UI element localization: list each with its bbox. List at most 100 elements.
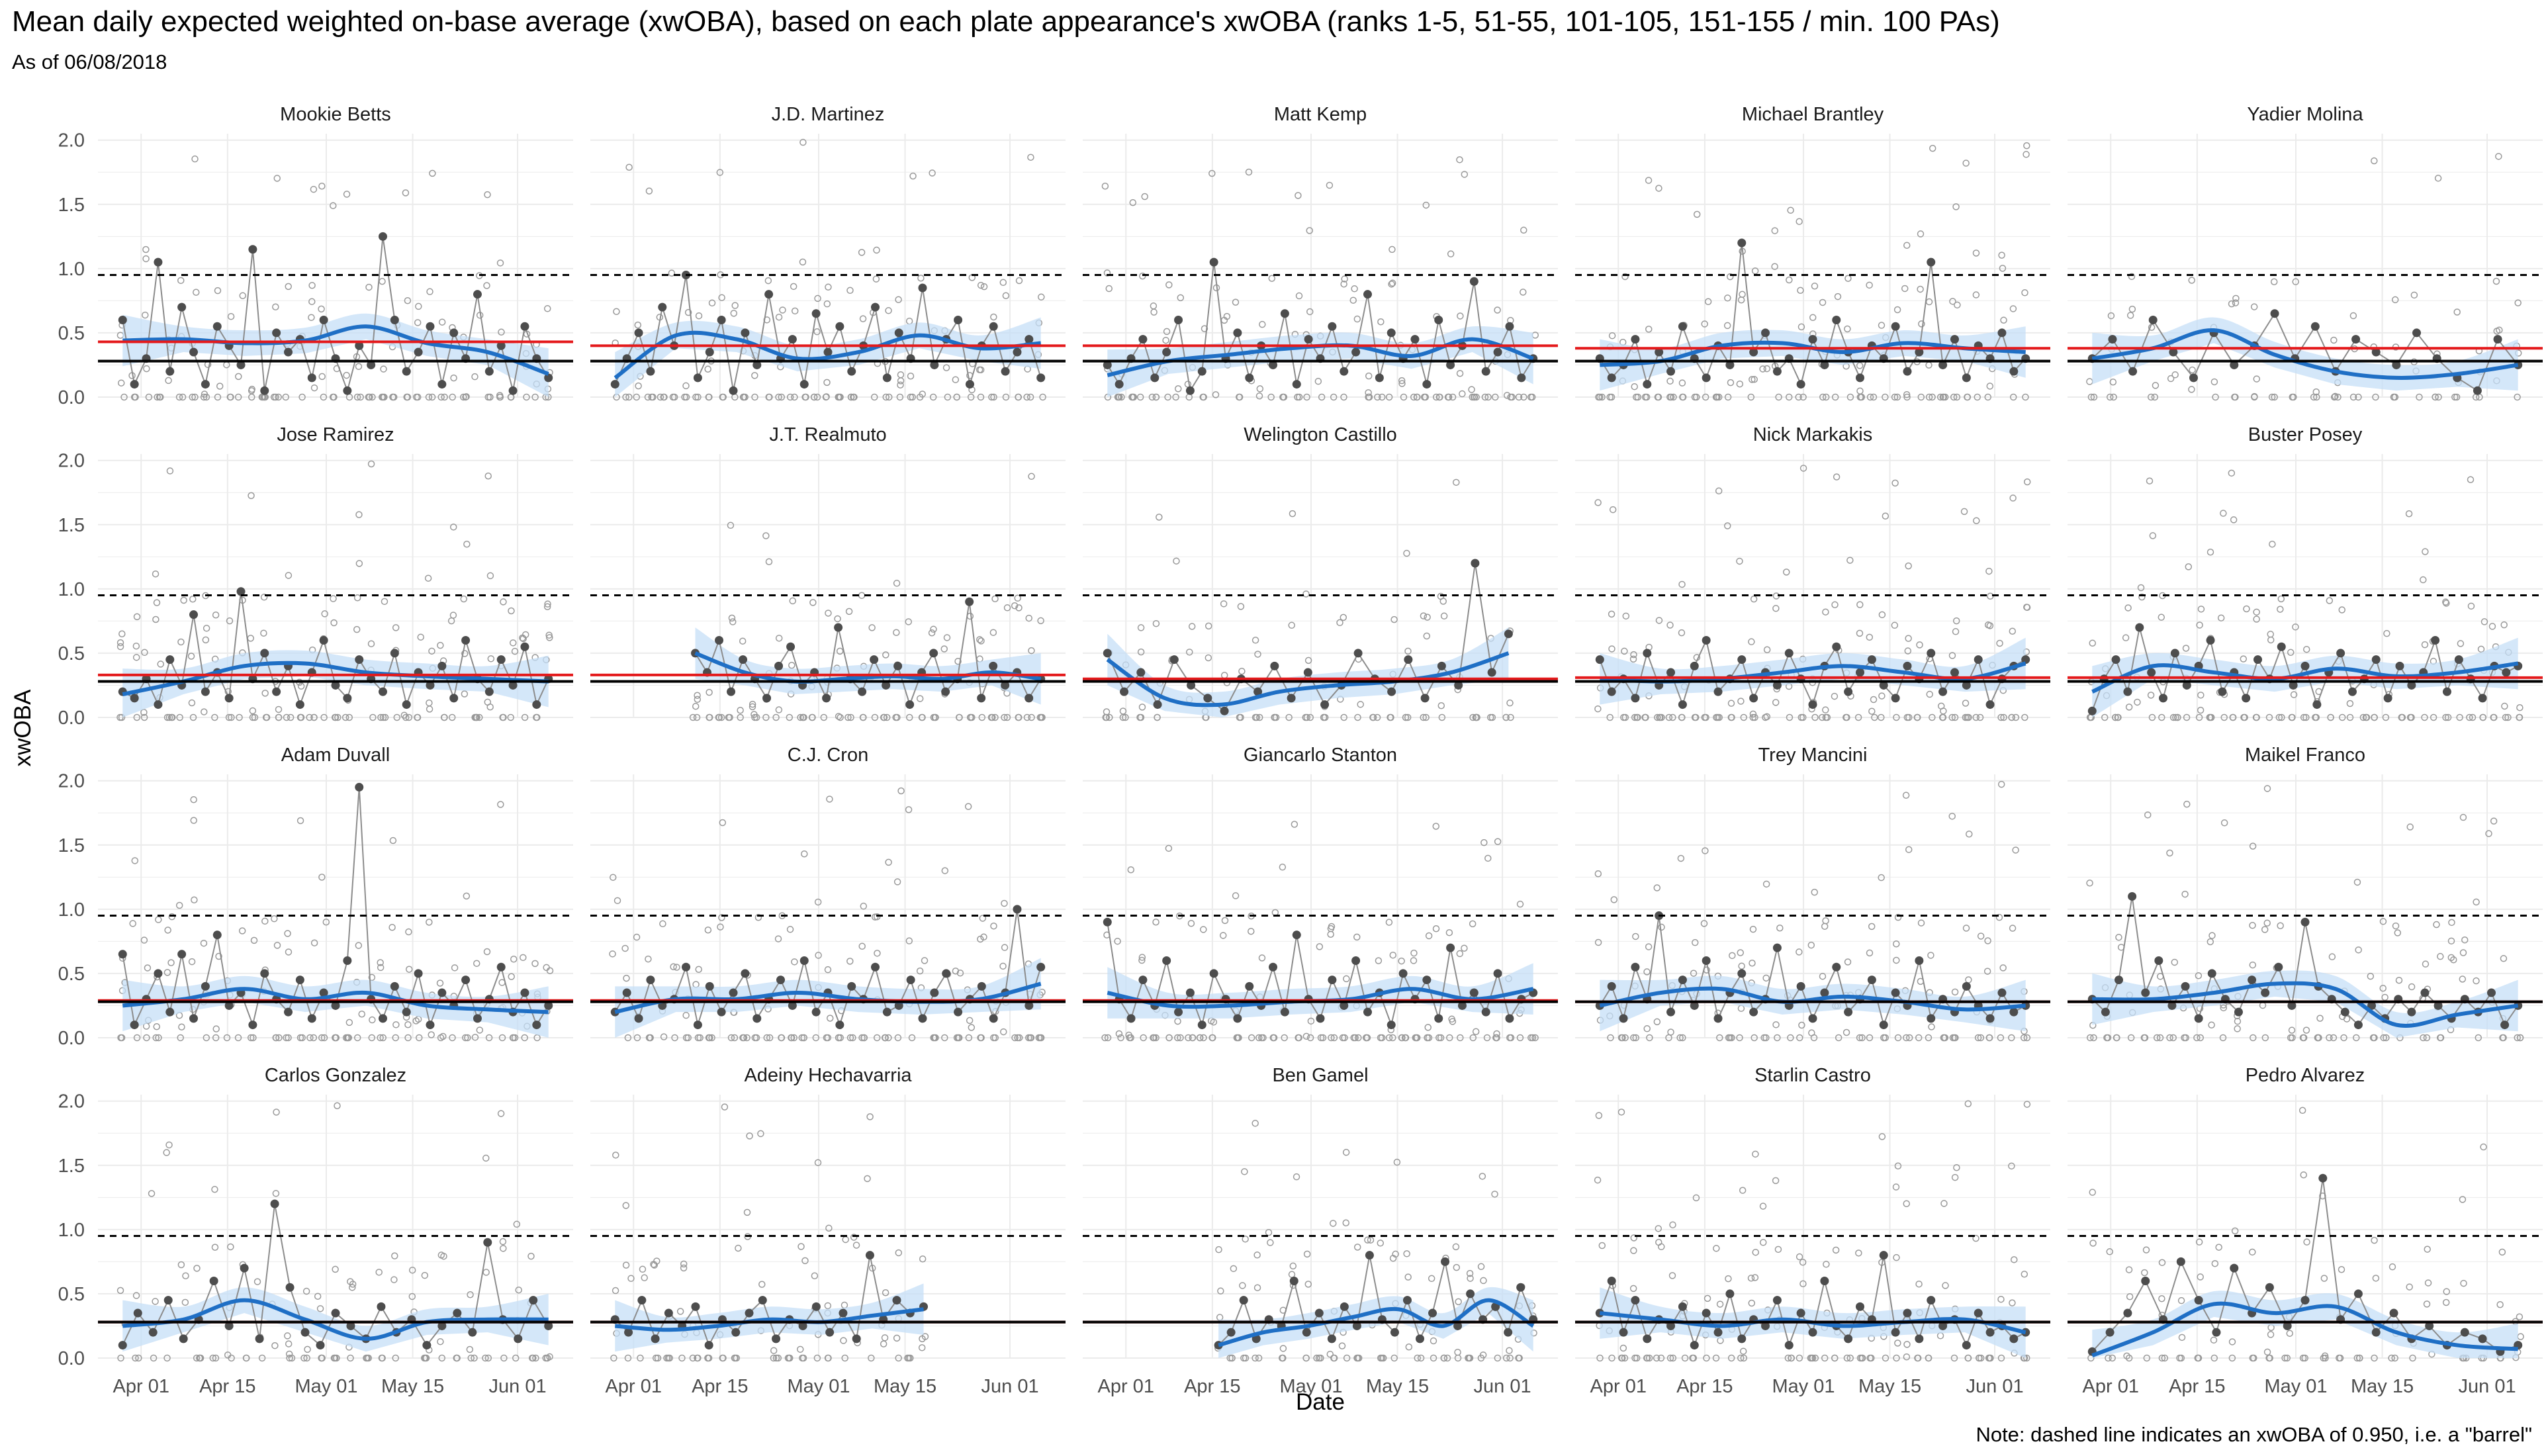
- daily-mean-point: [2212, 1328, 2221, 1337]
- pa-point: [2249, 1248, 2256, 1256]
- pa-point: [896, 393, 904, 401]
- pa-point: [1472, 1028, 1480, 1035]
- daily-mean-point: [894, 328, 903, 338]
- daily-mean-point: [2425, 1321, 2434, 1330]
- pa-point: [1466, 1269, 1474, 1277]
- pa-point: [355, 942, 363, 949]
- pa-point: [739, 393, 747, 401]
- pa-point: [991, 713, 999, 721]
- pa-point: [1654, 713, 1661, 721]
- daily-mean-point: [2431, 636, 2440, 645]
- pa-point: [721, 1103, 729, 1111]
- pa-point: [1785, 393, 1793, 401]
- daily-mean-point: [870, 302, 880, 312]
- pa-point: [1608, 1354, 1615, 1362]
- pa-point: [2087, 393, 2095, 401]
- pa-point: [1807, 941, 1815, 949]
- pa-point: [841, 1301, 848, 1309]
- pa-point: [2210, 1354, 2218, 1362]
- pa-point: [1608, 393, 1615, 401]
- pa-point: [1728, 713, 1735, 721]
- pa-point: [2490, 713, 2498, 721]
- pa-point: [1139, 272, 1146, 280]
- pa-point: [2277, 606, 2284, 613]
- pa-point: [1330, 1220, 1337, 1227]
- pa-point: [1609, 506, 1617, 514]
- pa-point: [1152, 393, 1160, 401]
- pa-point: [1594, 1176, 1602, 1184]
- pa-point: [764, 277, 772, 285]
- pa-point: [227, 312, 235, 320]
- daily-mean-point: [1162, 956, 1171, 966]
- pa-point: [2152, 382, 2160, 389]
- pa-point: [1784, 1354, 1792, 1362]
- daily-mean-point: [118, 316, 127, 325]
- pa-point: [1125, 1031, 1132, 1039]
- y-tick-label: 2.0: [58, 771, 85, 792]
- daily-mean-point: [272, 328, 281, 338]
- pa-point: [1797, 287, 1804, 295]
- daily-mean-point: [2115, 976, 2124, 985]
- pa-point: [117, 1034, 124, 1042]
- pa-point: [2281, 1354, 2289, 1362]
- pa-point: [715, 713, 723, 721]
- pa-point: [2410, 291, 2418, 299]
- pa-point: [2151, 393, 2159, 401]
- daily-mean-point: [1280, 1007, 1289, 1017]
- pa-point: [1436, 393, 1443, 401]
- pa-point: [1985, 1034, 1993, 1042]
- pa-point: [980, 283, 988, 291]
- pa-point: [365, 393, 373, 401]
- pa-point: [1797, 323, 1805, 331]
- daily-mean-point: [1493, 969, 1502, 978]
- pa-point: [368, 1034, 376, 1042]
- pa-point: [133, 713, 141, 721]
- pa-point: [157, 393, 164, 401]
- pa-point: [1353, 933, 1361, 941]
- pa-point: [909, 172, 917, 180]
- pa-point: [1729, 952, 1736, 960]
- pa-point: [1653, 884, 1661, 891]
- pa-point: [1015, 604, 1023, 612]
- pa-point: [1208, 169, 1216, 177]
- pa-point: [874, 950, 881, 957]
- pa-point: [2430, 713, 2437, 721]
- daily-mean-point: [1796, 981, 1805, 991]
- pa-point: [2228, 1338, 2236, 1345]
- pa-point: [621, 944, 629, 952]
- pa-point: [1667, 1028, 1674, 1036]
- pa-point: [425, 393, 433, 401]
- pa-point: [1987, 1354, 1994, 1362]
- daily-mean-point: [646, 367, 655, 376]
- pa-point: [1471, 393, 1478, 401]
- daily-mean-point: [1340, 1302, 1349, 1311]
- pa-point: [164, 927, 171, 934]
- daily-mean-point: [2128, 367, 2138, 376]
- pa-point: [1976, 1354, 1983, 1362]
- pa-point: [248, 385, 255, 393]
- daily-mean-point: [825, 1328, 835, 1337]
- pa-point: [988, 393, 995, 401]
- pa-point: [871, 713, 879, 721]
- pa-point: [1608, 610, 1615, 618]
- daily-mean-point: [1328, 976, 1337, 985]
- pa-point: [2261, 926, 2269, 933]
- pa-point: [2208, 1021, 2215, 1028]
- daily-mean-point: [2318, 1173, 2328, 1183]
- daily-mean-point: [1103, 649, 1112, 658]
- pa-point: [846, 287, 854, 295]
- pa-point: [2167, 375, 2175, 383]
- pa-point: [520, 635, 527, 643]
- pa-point: [1138, 954, 1146, 961]
- daily-mean-point: [1493, 347, 1502, 357]
- pa-point: [1424, 614, 1431, 621]
- pa-point: [2300, 1171, 2307, 1179]
- x-tick-label: Jun 01: [981, 1376, 1039, 1397]
- daily-mean-point: [2218, 687, 2227, 696]
- pa-point: [1771, 263, 1778, 270]
- daily-mean-point: [426, 322, 435, 331]
- pa-point: [1453, 1263, 1461, 1271]
- pa-point: [895, 1354, 902, 1362]
- pa-point: [226, 617, 234, 625]
- pa-point: [1811, 283, 1819, 290]
